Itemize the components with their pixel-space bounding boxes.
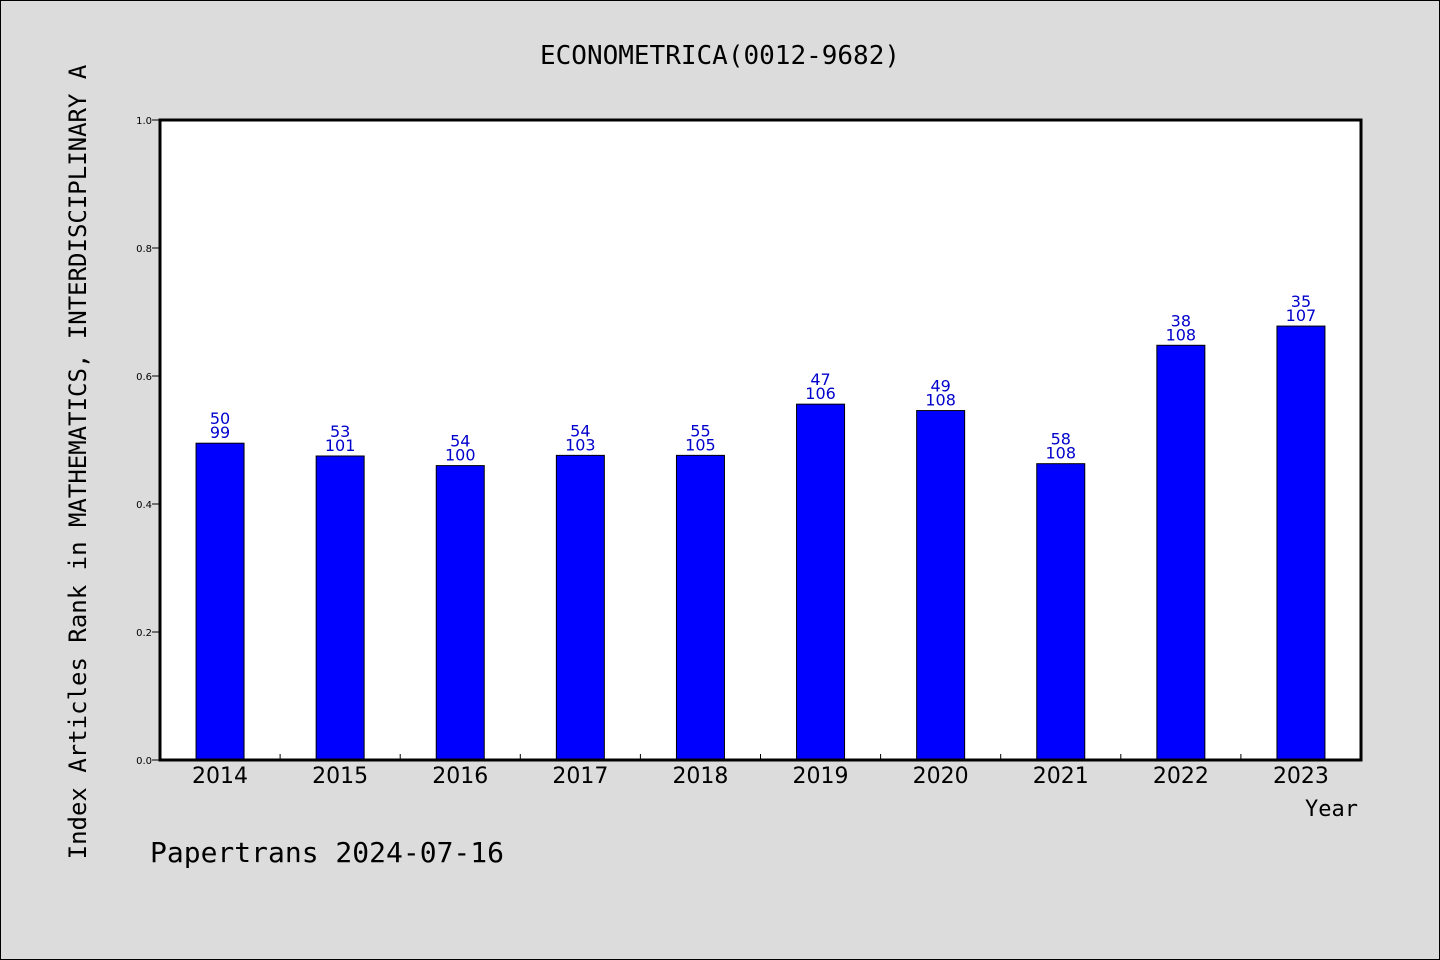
- bar-total-label: 107: [1286, 306, 1317, 325]
- bar-2018: [675, 454, 725, 761]
- y-tick-label: 0.4: [136, 500, 152, 511]
- bar-2017: [555, 454, 605, 761]
- bar-2016: [435, 465, 485, 761]
- y-tick-label: 0.8: [136, 244, 152, 255]
- bar-2020: [916, 410, 966, 761]
- bar-total-label: 105: [685, 435, 716, 454]
- bar-2021: [1036, 463, 1086, 761]
- bar-rank-label: 38: [1171, 311, 1191, 330]
- plot-border: [158, 118, 1363, 762]
- bar-total-label: 108: [1045, 444, 1076, 463]
- footer-watermark: Papertrans 2024-07-16: [150, 836, 504, 869]
- bar-2014: [195, 442, 245, 761]
- x-tick-label: 2022: [1153, 764, 1209, 789]
- bar-rank-label: 58: [1051, 430, 1071, 449]
- x-axis-label: Year: [1305, 797, 1358, 822]
- chart-title: ECONOMETRICA(0012-9682): [540, 41, 900, 71]
- x-ticks: 2014 2015 2016 2017 2018 2019 2020 2021 2022 2023: [192, 754, 1329, 789]
- bar-2015: [315, 455, 365, 761]
- bar-2022: [1156, 344, 1206, 761]
- x-tick-label: 2015: [312, 764, 368, 789]
- bar-total-label: 100: [445, 446, 476, 465]
- x-tick-label: 2017: [552, 764, 608, 789]
- x-tick-label: 2014: [192, 764, 248, 789]
- bar-rank-label: 47: [810, 370, 830, 389]
- bar-total-label: 101: [325, 436, 356, 455]
- x-tick-label: 2020: [913, 764, 969, 789]
- x-tick-label: 2016: [432, 764, 488, 789]
- y-tick-label: 0.0: [136, 756, 152, 767]
- bar-rank-label: 49: [930, 377, 950, 396]
- bars: [195, 325, 1326, 761]
- bar-total-label: 106: [805, 384, 836, 403]
- bar-rank-label: 54: [450, 432, 470, 451]
- x-tick-label: 2023: [1273, 764, 1329, 789]
- bar-rank-label: 35: [1291, 292, 1311, 311]
- bar-rank-label: 55: [690, 421, 710, 440]
- y-axis-label: Index Articles Rank in MATHEMATICS, INTE…: [64, 64, 92, 859]
- bar-total-label: 108: [1166, 325, 1197, 344]
- bar-rank-label: 54: [570, 421, 590, 440]
- bar-2019: [796, 403, 846, 761]
- bar-rank-label: 50: [210, 409, 230, 428]
- bar-total-label: 108: [925, 391, 956, 410]
- bar-rank-label: 53: [330, 422, 350, 441]
- bar-total-label: 103: [565, 435, 596, 454]
- x-tick-label: 2021: [1033, 764, 1089, 789]
- bar-total-label: 99: [210, 423, 230, 442]
- y-tick-label: 0.6: [136, 372, 152, 383]
- x-tick-label: 2018: [672, 764, 728, 789]
- bar-2023: [1276, 325, 1326, 761]
- y-ticks: 0.0 0.2 0.4 0.6 0.8 1.0: [136, 116, 160, 767]
- y-tick-label: 0.2: [136, 628, 152, 639]
- y-tick-label: 1.0: [136, 116, 152, 127]
- x-tick-label: 2019: [793, 764, 849, 789]
